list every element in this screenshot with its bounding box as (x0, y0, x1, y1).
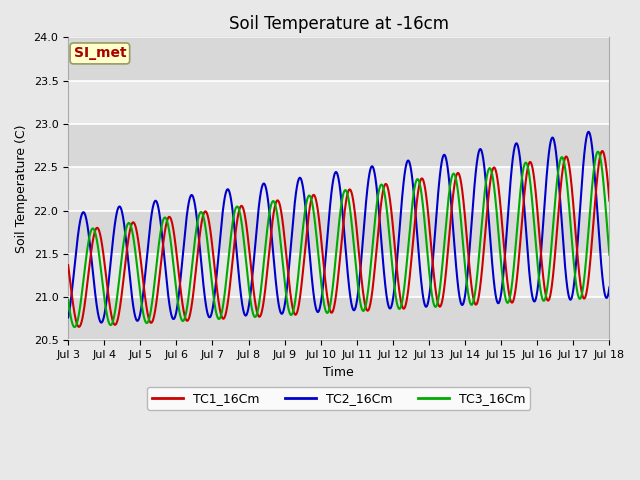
Legend: TC1_16Cm, TC2_16Cm, TC3_16Cm: TC1_16Cm, TC2_16Cm, TC3_16Cm (147, 387, 531, 410)
Title: Soil Temperature at -16cm: Soil Temperature at -16cm (228, 15, 449, 33)
Bar (68, 211, 609, 254)
X-axis label: Time: Time (323, 366, 354, 379)
Text: SI_met: SI_met (74, 47, 126, 60)
Bar (68, 297, 609, 340)
Bar (68, 37, 609, 81)
Bar (68, 81, 609, 124)
Bar (68, 167, 609, 211)
Bar (68, 254, 609, 297)
Y-axis label: Soil Temperature (C): Soil Temperature (C) (15, 125, 28, 253)
Bar (68, 124, 609, 167)
